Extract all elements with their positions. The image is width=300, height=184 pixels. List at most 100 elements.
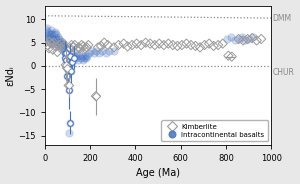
Point xyxy=(189,44,194,47)
Point xyxy=(47,40,52,43)
Point xyxy=(44,34,49,37)
Point xyxy=(55,38,60,40)
Point xyxy=(175,45,180,47)
Point xyxy=(65,75,70,78)
Point xyxy=(139,44,143,47)
Point xyxy=(78,56,83,59)
Point xyxy=(93,50,98,53)
Point xyxy=(83,47,88,50)
Point xyxy=(232,39,237,42)
Point xyxy=(53,31,58,34)
Point xyxy=(64,59,69,62)
Point xyxy=(85,54,90,57)
Point xyxy=(100,50,104,53)
Point xyxy=(45,26,50,29)
Point xyxy=(89,50,94,53)
Point xyxy=(79,54,84,57)
Point xyxy=(61,42,66,45)
Point xyxy=(53,33,58,36)
Point xyxy=(76,59,81,62)
Point xyxy=(46,38,50,40)
Point xyxy=(56,38,61,40)
Point xyxy=(241,39,245,42)
Point xyxy=(75,54,80,57)
Legend: Kimberlite, Intracontinental basalts: Kimberlite, Intracontinental basalts xyxy=(161,120,268,141)
Point xyxy=(60,42,65,45)
Point xyxy=(59,40,64,43)
Point xyxy=(77,52,82,54)
Point xyxy=(62,52,67,54)
Point xyxy=(240,36,244,39)
Point xyxy=(99,45,103,47)
Point xyxy=(226,54,231,57)
Point xyxy=(202,44,207,47)
Point xyxy=(254,39,259,42)
Point xyxy=(170,44,175,47)
Point xyxy=(161,44,166,47)
Point xyxy=(246,38,251,40)
Point xyxy=(91,52,96,54)
Point xyxy=(220,42,225,45)
Point xyxy=(46,33,51,36)
Point xyxy=(230,55,234,58)
Point xyxy=(72,44,77,47)
Point xyxy=(68,54,72,57)
Point xyxy=(207,42,212,45)
Point xyxy=(236,38,241,40)
Point xyxy=(54,38,58,40)
Point xyxy=(236,38,241,40)
Point xyxy=(63,52,68,54)
Point xyxy=(84,46,89,49)
Text: DMM: DMM xyxy=(272,14,292,23)
Point xyxy=(193,45,198,47)
Point xyxy=(60,41,65,44)
Point xyxy=(68,70,73,73)
Point xyxy=(125,45,130,48)
Point xyxy=(65,67,70,70)
Point xyxy=(112,50,116,53)
Point xyxy=(54,42,59,45)
Point xyxy=(48,28,53,31)
Point xyxy=(51,38,56,40)
Point xyxy=(50,33,55,36)
Point xyxy=(62,50,67,53)
Point xyxy=(105,44,110,47)
Point xyxy=(63,63,68,66)
Point xyxy=(63,56,68,59)
Point xyxy=(166,42,171,45)
Point xyxy=(87,52,92,54)
Point xyxy=(80,59,85,62)
Point xyxy=(65,68,70,71)
Point xyxy=(184,42,189,45)
Point xyxy=(58,47,63,50)
Point xyxy=(62,45,67,47)
Point xyxy=(107,50,112,53)
Y-axis label: εNdᵢ: εNdᵢ xyxy=(6,65,16,86)
Point xyxy=(112,46,116,49)
Point xyxy=(81,56,86,59)
Point xyxy=(93,95,98,98)
Point xyxy=(243,39,248,42)
Point xyxy=(134,42,139,45)
Point xyxy=(57,42,62,45)
Point xyxy=(86,44,91,47)
Point xyxy=(59,47,64,50)
Point xyxy=(52,41,56,44)
Point xyxy=(74,48,79,51)
Point xyxy=(52,33,56,36)
Point xyxy=(56,44,61,47)
Point xyxy=(130,44,134,47)
Point xyxy=(198,46,203,49)
Point xyxy=(67,89,72,91)
Point xyxy=(50,42,55,45)
Point xyxy=(96,46,100,49)
Point xyxy=(245,38,250,40)
Point xyxy=(49,33,54,36)
Point xyxy=(70,61,75,64)
Point xyxy=(66,84,71,87)
Point xyxy=(143,41,148,44)
Point xyxy=(102,41,106,44)
Point xyxy=(72,54,77,57)
Point xyxy=(50,48,55,51)
Point xyxy=(61,47,65,50)
